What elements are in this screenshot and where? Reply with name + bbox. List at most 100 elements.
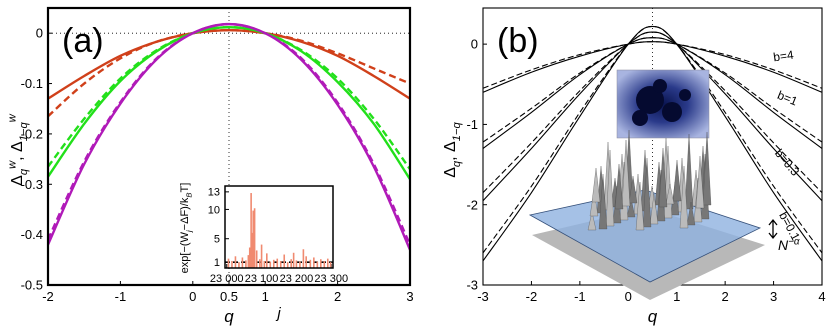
curve xyxy=(482,25,823,254)
x-axis-label: q xyxy=(224,307,234,326)
fractal-blob xyxy=(653,79,667,93)
surface-spike xyxy=(589,189,599,217)
surface-spike xyxy=(614,163,624,210)
surface-spike xyxy=(587,211,597,231)
x-tick-label: -2 xyxy=(526,289,538,304)
plot-area: -3 -2 -1 0 1 2 3 4 -3 -2 -1 0 xyxy=(466,8,826,304)
x-tick-label: -1 xyxy=(115,289,127,304)
x-tick-label: 1 xyxy=(673,289,680,304)
x-tick-label: 2 xyxy=(334,289,341,304)
x-axis-label: j xyxy=(275,305,281,322)
y-axis-label-part: T] xyxy=(179,183,191,193)
surface-spike xyxy=(591,167,601,203)
surface-spike xyxy=(626,197,636,218)
annotation-part: N xyxy=(778,237,789,253)
curve-label: b=1 xyxy=(775,88,799,109)
y-tick-label: -0.1 xyxy=(21,76,43,91)
y-tick-label: 1 xyxy=(214,257,220,269)
y-axis-label-part: −ΔF)/k xyxy=(179,197,191,230)
x-tick-label: -1 xyxy=(574,289,586,304)
y-axis-label: Δqw, Δ1−qw xyxy=(7,113,30,186)
surface-spike xyxy=(649,193,659,225)
surface-spike xyxy=(621,139,631,207)
arrow xyxy=(768,218,778,240)
fractal-blob xyxy=(679,89,691,101)
panel-label: (b) xyxy=(497,22,539,60)
surface-spike xyxy=(679,165,689,229)
x-tick-label: 0.5 xyxy=(220,289,238,304)
y-axis-label-part: exp[−(W xyxy=(179,231,191,273)
curve xyxy=(482,37,823,143)
x-tick-label: 3 xyxy=(770,289,777,304)
y-axis-label-part: Δ xyxy=(9,175,26,186)
y-tick-label: -0.2 xyxy=(21,126,43,141)
y-axis-label: Δq, Δ1−q xyxy=(442,121,463,177)
annotation-part: −α xyxy=(788,236,800,247)
y-axis-label-part: Δ xyxy=(442,167,459,178)
frame xyxy=(224,185,334,269)
y-axis-label-part: B xyxy=(184,192,193,197)
surface-spike xyxy=(665,183,675,205)
y-axis-label-part: q xyxy=(451,160,463,167)
x-tick-label: 4 xyxy=(818,289,825,304)
plot-area: -2 -1 0 0.5 1 2 3 -0.5 -0.4 -0.3 -0.2 -0.1 0 xyxy=(21,8,414,304)
frame xyxy=(46,6,412,287)
annotation: N−α xyxy=(778,236,800,253)
fractal-blob xyxy=(632,110,648,126)
plot-area: 23 000 23 100 23 200 23 300 1 5 10 13 xyxy=(208,187,348,285)
surface-spike xyxy=(686,201,696,226)
x-tick-label: 23 100 xyxy=(245,273,279,285)
inset-background xyxy=(222,186,335,268)
curve-label: b=4 xyxy=(772,48,794,65)
y-axis-label-part: 1−q xyxy=(18,121,30,141)
y-axis-label-part: w xyxy=(7,160,19,169)
surface-spike xyxy=(658,147,668,208)
x-tick-label: 3 xyxy=(406,289,413,304)
fractal-blob xyxy=(636,86,664,114)
surface-spike xyxy=(702,131,712,206)
surface-spike xyxy=(672,159,682,202)
y-axis-label-part: j xyxy=(184,230,193,233)
surface-spike xyxy=(684,133,694,210)
curve xyxy=(46,22,412,246)
y-tick-label: -3 xyxy=(466,278,478,293)
fractal-blob xyxy=(662,102,682,122)
curve xyxy=(47,28,411,118)
surface-spike xyxy=(635,181,645,231)
y-tick-label: 0 xyxy=(471,37,478,52)
y-tick-label: -0.3 xyxy=(21,177,43,192)
y-axis-label-part: , Δ xyxy=(9,141,26,161)
curve xyxy=(47,28,411,100)
y-tick-label: 10 xyxy=(208,204,220,216)
x-tick-label: 0 xyxy=(625,289,632,304)
surface-spike xyxy=(598,173,608,230)
y-tick-label: -1 xyxy=(466,117,478,132)
y-axis-label: exp[−(Wj−ΔF)/kBT] xyxy=(179,183,193,274)
surface-spike xyxy=(628,175,638,204)
surface-spike xyxy=(695,155,705,209)
x-tick-label: 2 xyxy=(722,289,729,304)
curve-label: b=0.3 xyxy=(772,146,802,179)
curve xyxy=(482,31,823,194)
y-tick-label: 0 xyxy=(36,26,43,41)
x-tick-label: 0 xyxy=(189,289,196,304)
x-tick-label: 23 300 xyxy=(314,273,348,285)
curve xyxy=(482,41,823,89)
x-tick-label: -2 xyxy=(42,289,54,304)
curve xyxy=(482,25,823,262)
y-tick-label: -0.4 xyxy=(21,227,43,242)
curve xyxy=(47,25,411,170)
x-tick-label: 23 000 xyxy=(210,273,244,285)
x-tick-label: 23 200 xyxy=(280,273,314,285)
panel-label: (a) xyxy=(62,22,104,60)
y-axis-label-part: w xyxy=(7,113,19,122)
y-axis-label-part: q xyxy=(18,168,30,175)
x-tick-label: -3 xyxy=(477,289,489,304)
surface-spike xyxy=(605,149,615,227)
surface-spike xyxy=(642,157,652,228)
y-tick-label: 13 xyxy=(208,187,220,199)
y-axis-label-part: , Δ xyxy=(442,141,459,161)
y-tick-label: -2 xyxy=(466,197,478,212)
y-tick-label: 5 xyxy=(214,234,220,246)
